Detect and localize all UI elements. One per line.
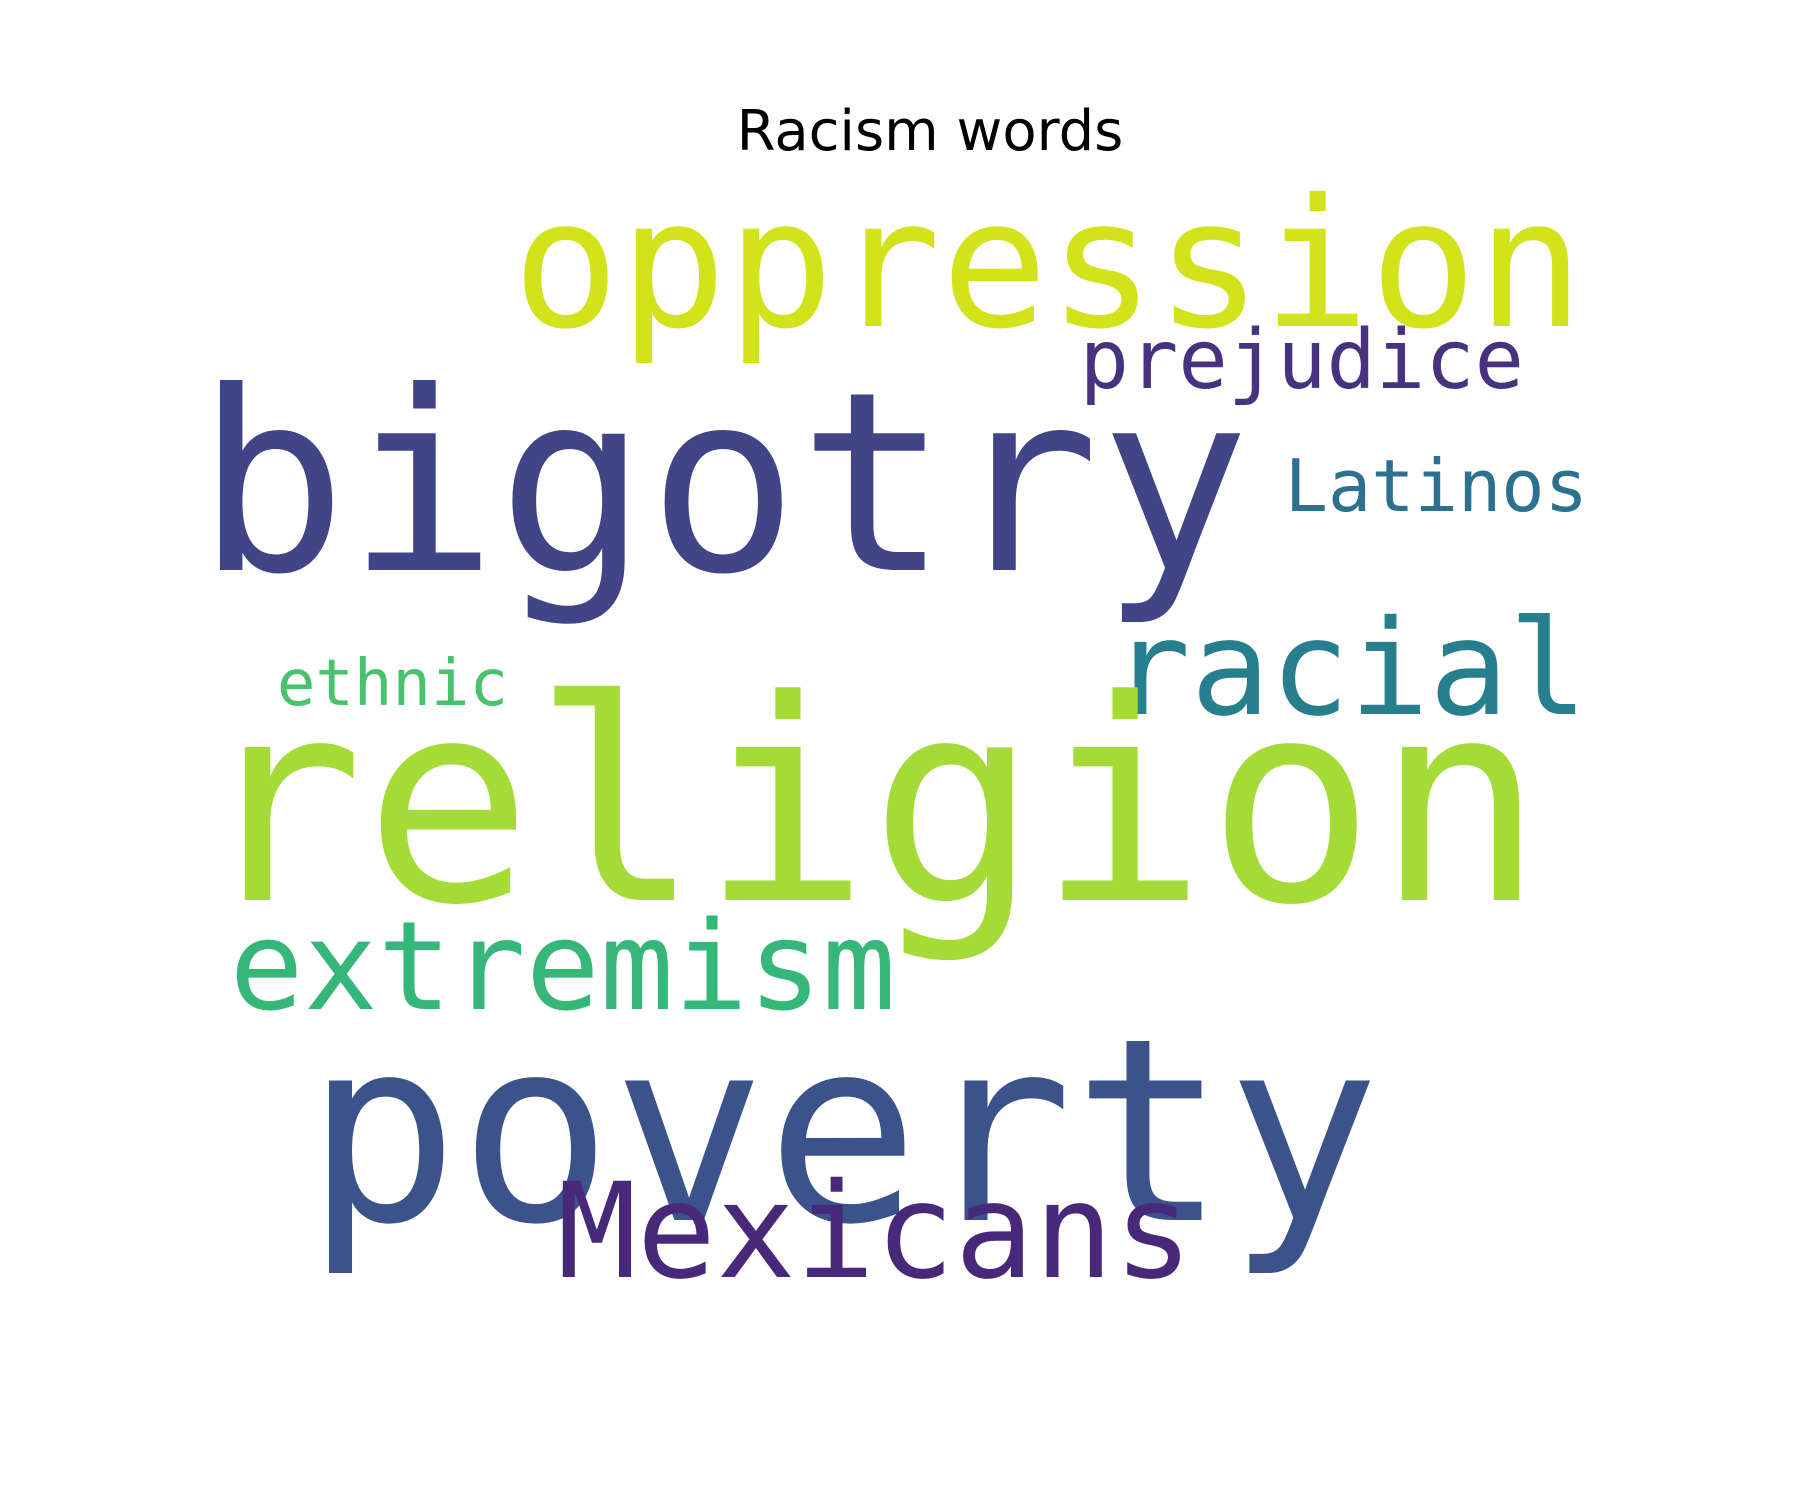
word-bigotry: bigotry — [196, 338, 1250, 629]
word-ethnic: ethnic — [277, 647, 508, 721]
word-religion: religion — [195, 641, 1544, 967]
word-latinos: Latinos — [1285, 444, 1588, 528]
word-extremism: extremism — [230, 896, 896, 1039]
figure-title: Racism words — [736, 99, 1124, 164]
word-prejudice: prejudice — [1080, 313, 1524, 408]
word-oppression: oppression — [512, 161, 1584, 368]
word-racial: racial — [1111, 592, 1588, 746]
word-poverty: poverty — [305, 984, 1380, 1281]
word-mexicans: Mexicans — [557, 1155, 1193, 1309]
